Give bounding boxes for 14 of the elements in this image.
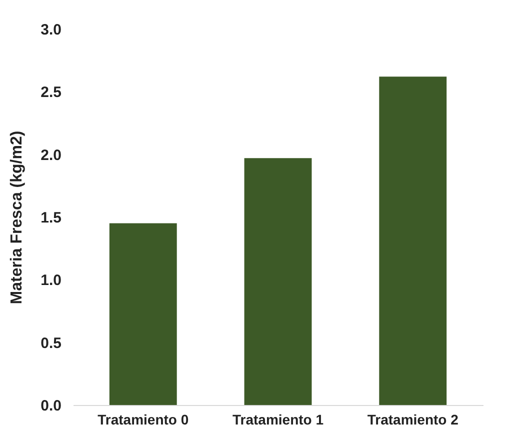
bar	[379, 76, 447, 405]
bar	[109, 223, 177, 405]
y-tick-label: 2.5	[40, 84, 62, 102]
y-tick-label: 1.5	[40, 210, 62, 226]
y-tick-label: 1.0	[40, 272, 62, 290]
x-tick-label: Tratamiento 2	[367, 412, 459, 428]
y-tick-label: 0.0	[40, 398, 62, 414]
y-tick-label: 0.5	[40, 334, 62, 352]
bar	[244, 158, 312, 405]
y-tick-label: 2.0	[40, 146, 62, 164]
x-tick-label: Tratamiento 1	[232, 412, 324, 428]
x-tick-label: Tratamiento 0	[98, 412, 189, 428]
y-tick-label: 3.0	[40, 22, 62, 38]
y-axis-title: Materia Fresca (kg/m2)	[8, 130, 26, 304]
